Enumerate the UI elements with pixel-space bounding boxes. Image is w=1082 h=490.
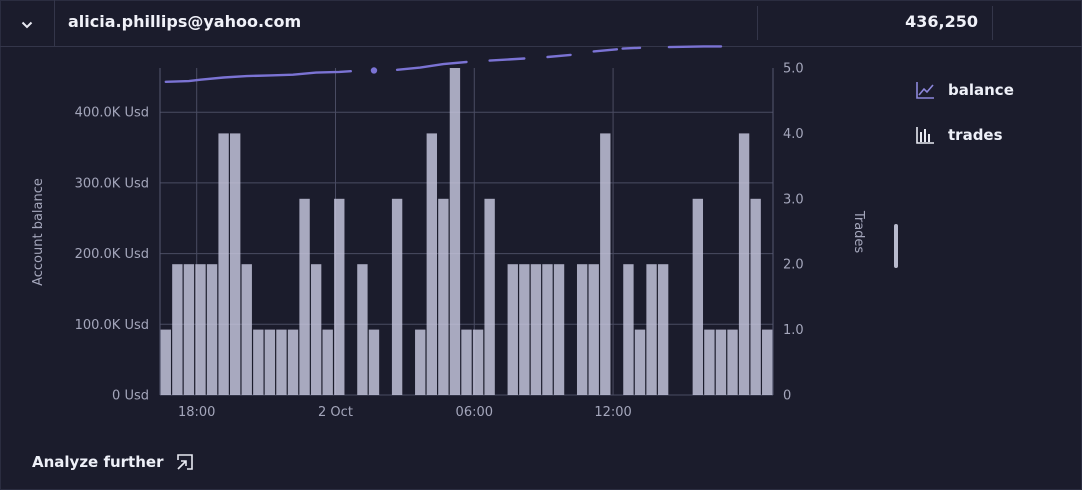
balance-line-layer [164, 45, 723, 84]
trades-bar [507, 264, 518, 395]
bars-layer [160, 68, 773, 395]
trades-bar [241, 264, 252, 395]
x-tick-label: 2 Oct [318, 405, 353, 420]
trades-bar [334, 198, 345, 395]
y-tick-label: 200.0K Usd [75, 247, 149, 262]
trades-bar [449, 68, 461, 395]
trades-bar [519, 264, 530, 395]
column-divider [992, 6, 993, 40]
x-tick-label: 06:00 [456, 405, 493, 420]
trades-bar [762, 329, 773, 395]
header-row: alicia.phillips@yahoo.com 436,250 [0, 0, 1082, 47]
trades-bar [738, 133, 750, 395]
trades-bar [634, 329, 646, 395]
trades-bar [264, 329, 276, 395]
trades-bar [727, 329, 738, 395]
balance-line-segment [546, 53, 572, 59]
x-tick-label: 18:00 [178, 405, 215, 420]
trades-bar [322, 329, 333, 395]
trades-bar [530, 264, 542, 395]
trades-bar [484, 198, 495, 395]
trades-bar [287, 329, 299, 395]
account-value: 436,250 [905, 12, 978, 31]
y2-tick-label: 5.0 [783, 62, 804, 77]
chart-legend: balance trades [914, 78, 1014, 168]
balance-point [370, 67, 378, 74]
balance-line-segment [488, 57, 526, 62]
trades-bar [206, 264, 218, 395]
trades-bar [183, 264, 195, 395]
legend-item-trades[interactable]: trades [914, 123, 1014, 147]
y2-tick-label: 3.0 [783, 192, 804, 207]
balance-line-segment [621, 46, 642, 50]
trades-bar [704, 329, 715, 395]
trades-bar [195, 264, 206, 395]
y2-tick-label: 4.0 [783, 127, 804, 142]
trades-bar [553, 264, 565, 395]
account-email: alicia.phillips@yahoo.com [68, 12, 302, 31]
trades-bar [426, 133, 437, 395]
trades-bar [657, 264, 669, 395]
trades-bar [310, 264, 322, 395]
trades-bar [415, 329, 426, 395]
chevron-down-icon [21, 14, 33, 33]
trades-bar [542, 264, 553, 395]
x-tick-label: 12:00 [594, 405, 631, 420]
trades-bar [368, 329, 380, 395]
y-axis-title: Account balance [31, 178, 46, 286]
trades-bar [600, 133, 611, 395]
open-external-icon [175, 452, 195, 472]
trades-bar [750, 198, 761, 395]
y-tick-label: 400.0K Usd [75, 106, 149, 121]
trades-bar [576, 264, 588, 395]
trades-bar [461, 329, 472, 395]
trades-bar [230, 133, 241, 395]
analyze-further-label: Analyze further [32, 453, 164, 471]
trades-bar [646, 264, 657, 395]
trades-bar [715, 329, 727, 395]
trades-bar [276, 329, 287, 395]
trades-bar [588, 264, 599, 395]
trades-bar [623, 264, 634, 395]
bar-chart-icon [914, 124, 936, 146]
y2-tick-label: 1.0 [783, 323, 804, 338]
y2-tick-label: 0 [783, 389, 791, 404]
balance-line-segment [164, 69, 352, 84]
trades-bar [438, 198, 449, 395]
trades-bar [357, 264, 368, 395]
trades-bar [253, 329, 264, 395]
balance-line-segment [592, 48, 619, 53]
axes-layer: 0 Usd 100.0K Usd 200.0K Usd 300.0K Usd 400.0… [75, 62, 804, 421]
analyze-further-link[interactable]: Analyze further [32, 452, 195, 472]
trades-bar [472, 329, 484, 395]
expand-button[interactable] [0, 0, 55, 46]
balance-line-segment [667, 45, 723, 49]
y-tick-label: 300.0K Usd [75, 176, 149, 191]
line-chart-icon [914, 79, 936, 101]
legend-label-balance: balance [948, 81, 1014, 99]
trades-bar [692, 198, 704, 395]
y2-tick-label: 2.0 [783, 258, 804, 273]
y-tick-label: 100.0K Usd [75, 318, 149, 333]
column-divider [757, 6, 758, 40]
legend-label-trades: trades [948, 126, 1003, 144]
trades-bar [218, 133, 229, 395]
balance-line-segment [395, 60, 468, 72]
y2-axis-title: Trades [851, 210, 866, 254]
trades-bar [299, 198, 310, 395]
trades-bar [391, 198, 403, 395]
legend-scroll-handle[interactable] [894, 224, 898, 268]
trades-bar [172, 264, 183, 395]
trades-bar [160, 329, 171, 395]
legend-item-balance[interactable]: balance [914, 78, 1014, 102]
y-tick-label: 0 Usd [112, 389, 149, 404]
